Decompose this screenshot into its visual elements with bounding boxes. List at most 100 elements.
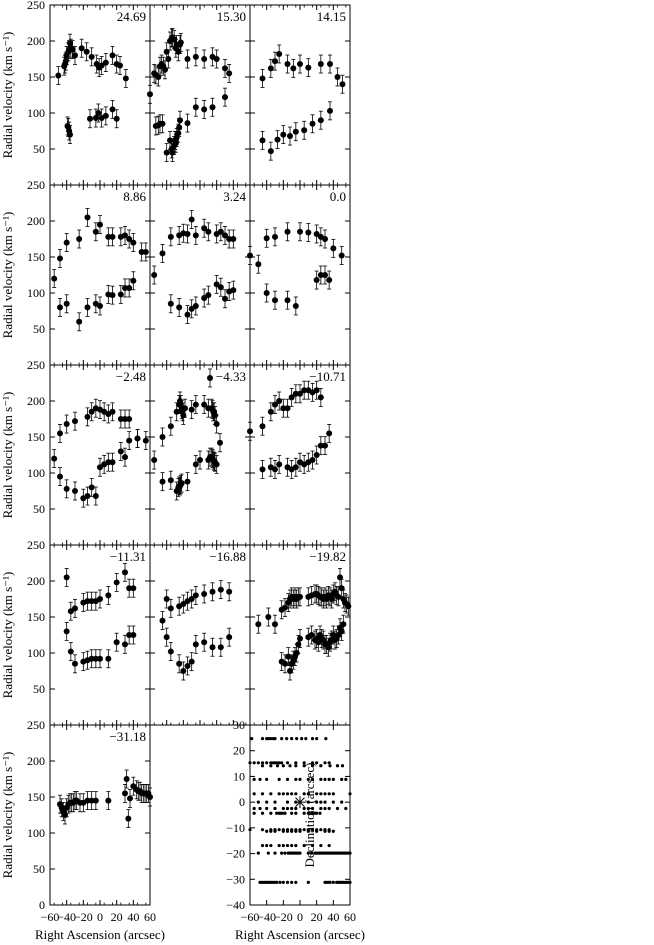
- data-point: [188, 305, 195, 312]
- data-point: [184, 120, 191, 127]
- declination-axis-title: Declination (arcsec): [302, 762, 317, 867]
- slit-position-point: [285, 880, 290, 884]
- data-point: [259, 466, 266, 473]
- velocity-panel-frame: [49, 4, 151, 186]
- data-point: [192, 592, 199, 599]
- slit-position-point: [294, 764, 298, 768]
- data-point: [345, 603, 352, 610]
- slit-position-point: [327, 792, 331, 796]
- position-map-panel: −40 −30 −20 −10 0 10 20 30: [226, 718, 352, 912]
- data-point: [151, 272, 158, 278]
- y-tick-label: 250: [27, 358, 45, 372]
- slit-position-point: [319, 806, 323, 811]
- data-point: [105, 233, 112, 240]
- data-point: [83, 48, 90, 55]
- slit-position-point: [277, 792, 281, 796]
- slit-position-point: [319, 777, 323, 781]
- data-point: [334, 74, 341, 80]
- x-tick-label: −60: [41, 910, 60, 924]
- data-point: [184, 662, 191, 669]
- velocity-panel-12: 0 50 100 150 200 250 −31.18: [27, 718, 153, 912]
- map-y-tick-label: 0: [239, 795, 245, 809]
- slit-position-point: [288, 764, 292, 768]
- slit-position-point: [285, 792, 290, 796]
- data-point: [287, 133, 293, 140]
- slit-position-point: [290, 806, 294, 811]
- slit-position-point: [258, 806, 262, 811]
- data-point: [97, 655, 103, 662]
- slit-position-point: [331, 880, 335, 884]
- y-tick-label: 100: [27, 106, 45, 120]
- slit-position-point: [323, 792, 327, 796]
- slit-position-point: [269, 811, 273, 815]
- velocity-panel-frame: [149, 4, 251, 186]
- data-point: [117, 291, 124, 298]
- slit-position-point: [300, 737, 304, 741]
- data-point: [159, 434, 166, 440]
- slit-position-point: [275, 761, 279, 765]
- data-point: [92, 228, 99, 235]
- slit-position-point: [298, 851, 302, 855]
- data-point: [92, 797, 99, 804]
- data-point: [267, 148, 274, 155]
- panel-label: −19.82: [309, 549, 346, 564]
- velocity-panel-7: −4.33: [149, 364, 251, 546]
- data-point: [255, 261, 262, 268]
- data-point: [217, 586, 224, 593]
- data-point: [327, 61, 333, 68]
- slit-position-point: [273, 829, 277, 833]
- data-point: [88, 598, 95, 605]
- data-point: [63, 300, 70, 307]
- y-tick-label: 250: [27, 0, 45, 12]
- y-tick-label: 0: [39, 898, 45, 912]
- slit-position-point: [280, 811, 285, 815]
- data-point: [72, 52, 78, 59]
- data-point: [130, 585, 137, 592]
- data-point: [72, 488, 78, 494]
- data-point: [105, 459, 112, 466]
- data-point: [142, 248, 149, 255]
- data-point: [297, 593, 303, 600]
- data-point: [201, 639, 208, 646]
- velocity-panel-10: −16.88: [149, 544, 251, 726]
- slit-position-point: [315, 829, 319, 833]
- slit-position-point: [323, 806, 327, 811]
- slit-position-point: [331, 800, 335, 804]
- data-point: [222, 295, 228, 302]
- data-point: [188, 406, 195, 413]
- slit-position-point: [306, 777, 310, 781]
- data-point: [192, 104, 199, 111]
- data-point: [67, 131, 73, 138]
- slit-position-point: [344, 777, 348, 781]
- slit-position-point: [283, 811, 287, 815]
- data-point: [142, 437, 149, 444]
- map-y-tick-label: 30: [233, 718, 245, 732]
- slit-position-point: [323, 777, 327, 781]
- data-point: [226, 236, 233, 242]
- velocity-panel-6: 50 100 150 200 250 −2.48: [27, 358, 151, 546]
- slit-position-point: [285, 737, 289, 741]
- data-point: [88, 53, 95, 60]
- velocity-panel-4: 3.24: [149, 184, 253, 366]
- data-point: [301, 387, 308, 394]
- y-tick-label: 250: [27, 538, 45, 552]
- data-point: [330, 245, 337, 252]
- slit-position-point: [275, 764, 280, 768]
- slit-position-point: [310, 737, 315, 741]
- y-tick-label: 50: [33, 322, 45, 336]
- slit-position-point: [323, 829, 327, 833]
- slit-position-point: [340, 777, 344, 781]
- data-point: [284, 61, 291, 68]
- slit-position-point: [269, 843, 273, 848]
- slit-position-point: [290, 811, 294, 815]
- slit-position-point: [275, 880, 279, 884]
- slit-position-point: [280, 737, 284, 741]
- x-tick-label: −40: [257, 910, 276, 924]
- slit-position-point: [260, 843, 265, 848]
- data-point: [134, 435, 141, 442]
- data-point: [326, 430, 333, 437]
- data-point: [263, 235, 270, 242]
- slit-position-point: [278, 880, 282, 884]
- data-point: [159, 250, 166, 257]
- data-point: [326, 277, 333, 284]
